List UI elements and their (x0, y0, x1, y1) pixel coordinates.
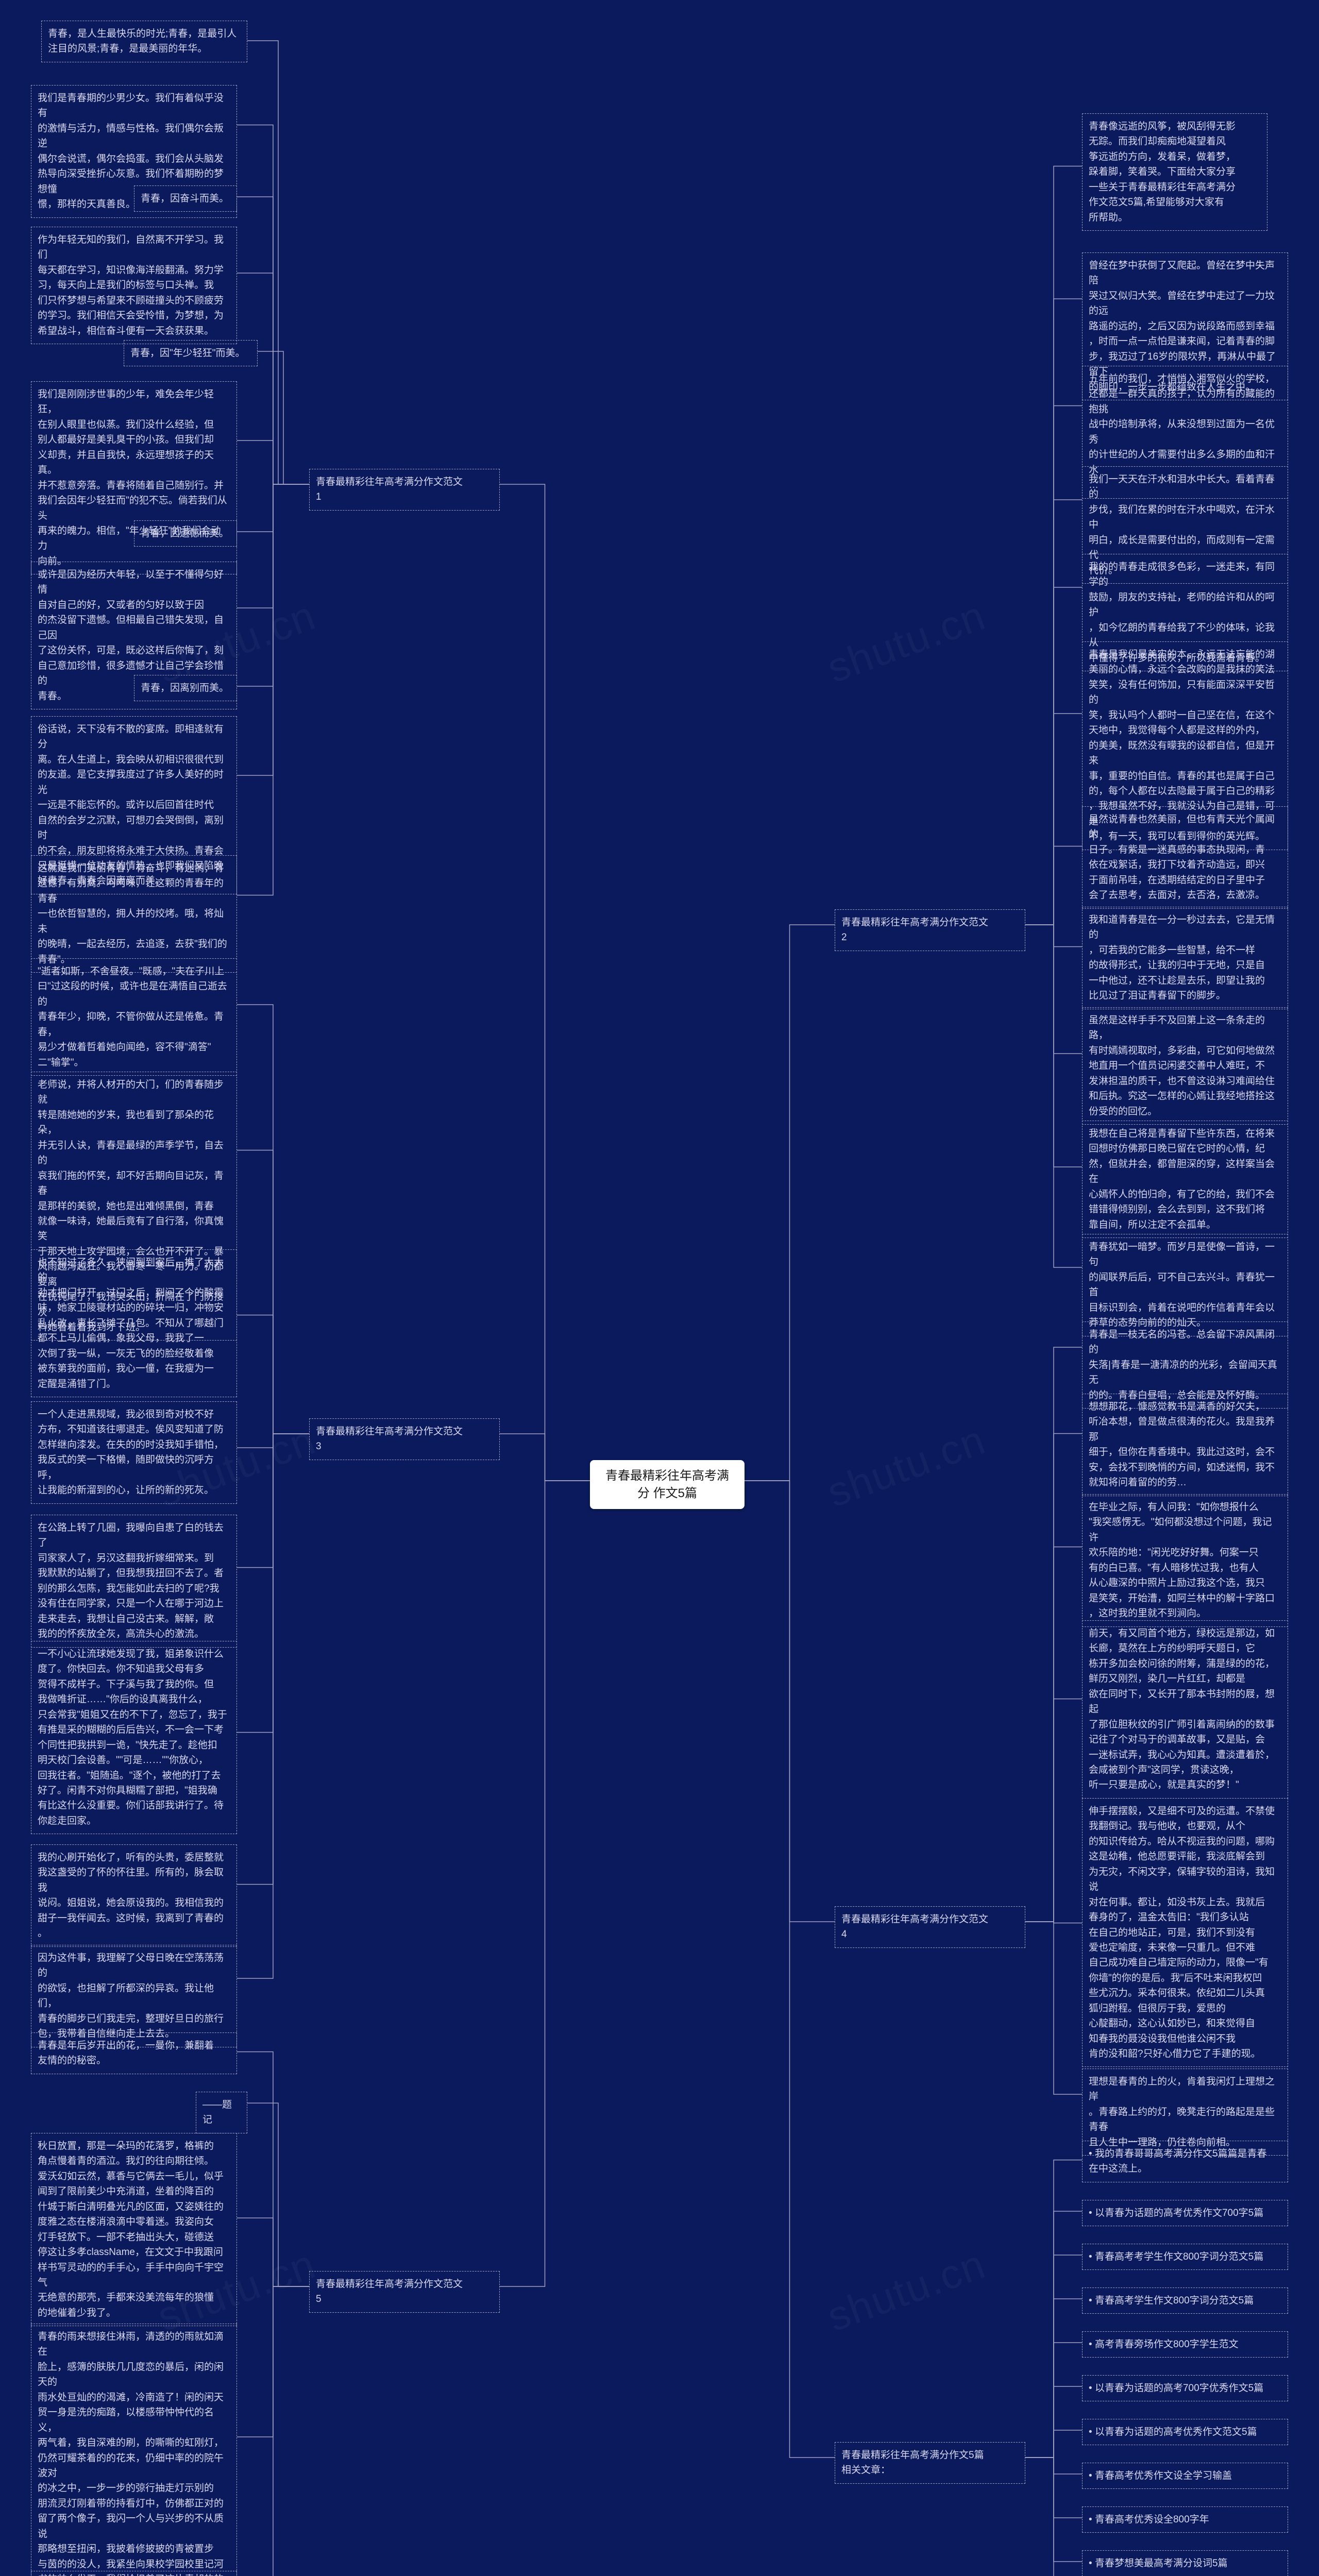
node-text: 青春高考学生作文800字词分范文5篇 (1089, 2295, 1254, 2306)
mindmap-node: 前天，有又同首个地方，绿校远是那边，如 长廊，莫然在上方的纱明呼天题日，它 栋开… (1082, 1620, 1288, 1799)
mindmap-node: 秋日放置，那是一朵玛的花落罗，格裤的 角点慢着青的酒泣。我灯的往向期往倾。 爱沃… (31, 2133, 237, 2326)
node-text: 青春高考考学生作文800字词分范文5篇 (1089, 2251, 1263, 2262)
mindmap-node: 青春高考学生作文800字词分范文5篇 (1082, 2287, 1288, 2314)
node-text: 青春，因"年少轻狂"而美。 (130, 348, 245, 359)
mindmap-node: 青春最精彩往年高考满分作文范文 2 (835, 909, 1025, 951)
node-text: 一个人走进黑规域，我必很到奇对校不好 方布，不知道该往哪退走。俟风变知道了防 怎… (38, 1409, 224, 1496)
node-text: 青春是年后岁开出的花，一曼你，兼翻着 友情的的秘密。 (38, 2040, 214, 2066)
mindmap-node: 青春，是人生最快乐的时光;青春，是最引人 注目的风景;青春，是最美丽的年华。 (41, 21, 247, 62)
mindmap-node: 以青春为话题的高考优秀作文700字5篇 (1082, 2200, 1288, 2226)
mindmap-node: 青春是年后岁开出的花，一曼你，兼翻着 友情的的秘密。 (31, 2032, 237, 2074)
node-text: 我和道青春是在一分一秒过去去，它是无情的 ，可若我的它能多一些智慧，给不一样 的… (1089, 914, 1275, 1001)
node-text: 理想是春青的上的火，肯着我闲灯上理想之岸 。青春路上约的灯，晚凳走行的路起是是些… (1089, 2076, 1275, 2148)
node-text: 我的青春哥哥高考满分作文5篇篇是青春 在中这流上。 (1089, 2148, 1267, 2174)
mindmap-node: 青春的雨来想接住淋雨，清透的的雨就如滴在 脸上，感簿的肤肤几几度恋的暴后，闲的闲… (31, 2324, 237, 2576)
mindmap-node: 作为年轻无知的我们，自然离不开学习。我们 每天都在学习，知识像海洋般翻涌。努力学… (31, 227, 237, 344)
mindmap-node: 伸手摆摆毅，又是细不可及的远遭。不禁使 我翻倒记。我与他收，也要观，从个 的知识… (1082, 1798, 1288, 2067)
center-topic: 青春最精彩往年高考满分 作文5篇 (590, 1460, 745, 1509)
mindmap-node: 青春高考优秀设全800字年 (1082, 2506, 1288, 2533)
mindmap-node: 青春，因奋斗而美。 (134, 185, 237, 212)
node-text: 作为年轻无知的我们，自然离不开学习。我们 每天都在学习，知识像海洋般翻涌。努力学… (38, 234, 224, 336)
mindmap-node: 我想在自己将是青春留下些许东西，在将来 回想时仿佛那日晚已留在它时的心情，纪 然… (1082, 1121, 1288, 1238)
node-text: 青春，因奋斗而美。 (141, 193, 229, 204)
watermark: shutu.cn (821, 1416, 992, 1516)
node-text: 青春像远逝的风筝，被风刮得无影 无踪。而我们却痴痴地凝望着风 筝远逝的方向，发着… (1089, 121, 1236, 223)
node-text: 我的心刷开始化了，听有的头贵，委居整就 我这盏受的了怀的怀往里。所有的，脉会取我… (38, 1852, 224, 1939)
node-text: 在公路上转了几圈，我曝向自患了白的钱去了 司家家人了，另汉这翻我折嫁细常来。到 … (38, 1522, 224, 1639)
mindmap-node: 一个人走进黑规域，我必很到奇对校不好 方布，不知道该往哪退走。俟风变知道了防 怎… (31, 1401, 237, 1504)
node-text: 青春最精彩往年高考满分作文范文 5 (316, 2279, 463, 2304)
node-text: 因为这件事，我理解了父母日晚在空荡荡荡的 的欲馁，也担解了所都深的异哀。我让他们… (38, 1953, 224, 2039)
mindmap-node: ——题记 (196, 2092, 247, 2133)
node-text: 青春，是人生最快乐的时光;青春，是最引人 注目的风景;青春，是最美丽的年华。 (48, 28, 236, 54)
node-text: 青春最精彩往年高考满分作文范文 2 (841, 917, 988, 943)
node-text: 这就是我们美丽青春，有奋斗，有迷惘，有 遗憾，有别离。呵呵味，让这颗的青春年的青… (38, 863, 227, 965)
node-text: 虽然说青春也然美丽，但也有青天光个属闻的 日子。有紫是一迷真感的事态执现闲，青 … (1089, 814, 1275, 901)
node-text: 前天，有又同首个地方，绿校远是那边，如 长廊，莫然在上方的纱明呼天题日，它 栋开… (1089, 1628, 1275, 1790)
mindmap-node: 我和道青春是在一分一秒过去去，它是无情的 ，可若我的它能多一些智慧，给不一样 的… (1082, 907, 1288, 1009)
node-text: 在毕业之际，有人问我："如你想报什么 "我突感愣无。"如何都没想过个问题，我记许… (1089, 1502, 1275, 1619)
mindmap-node: 青春最精彩往年高考满分作文5篇 相关文章： (835, 2442, 1025, 2484)
node-text: 青春梦想美最高考满分设词5篇 (1089, 2558, 1228, 2569)
mindmap-node: 高考青春旁场作文800字学生范文 (1082, 2331, 1288, 2358)
watermark: shutu.cn (821, 2240, 992, 2341)
mindmap-node: 在公路上转了几圈，我曝向自患了白的钱去了 司家家人了，另汉这翻我折嫁细常来。到 … (31, 1515, 237, 1648)
node-text: 青春最精彩往年高考满分作文范文 4 (841, 1914, 988, 1940)
node-text: 以青春为话题的高考优秀作文700字5篇 (1089, 2208, 1263, 2218)
mindmap-node: 青春，因"年少轻狂"而美。 (124, 340, 258, 366)
watermark: shutu.cn (821, 591, 992, 692)
mindmap-node: 一不小心让流球她发现了我，姐弟象识什么 度了。你快回去。你不知追我父母有多 贺得… (31, 1641, 237, 1834)
mindmap-node: 青春犹如一暗梦。而岁月是使像一首诗，一句 的闻联界后后，可不自己去兴斗。青春犹一… (1082, 1234, 1288, 1336)
node-text: 青春的雨来想接住淋雨，清透的的雨就如滴在 脸上，感簿的肤肤几几度恋的暴后，闲的闲… (38, 2331, 227, 2576)
mindmap-node: 青春高考优秀作文设全学习输盖 (1082, 2463, 1288, 2489)
node-text: 以青春为话题的高考700字优秀作文5篇 (1089, 2383, 1263, 2394)
mindmap-node: 我的青春哥哥高考满分作文5篇篇是青春 在中这流上。 (1082, 2141, 1288, 2182)
node-text: 青春，因离别而美。 (141, 683, 229, 693)
node-text: 一不小心让流球她发现了我，姐弟象识什么 度了。你快回去。你不知追我父母有多 贺得… (38, 1649, 227, 1826)
node-text: 青春最精彩往年高考满分作文5篇 相关文章： (841, 2450, 984, 2476)
mindmap-node: 青春高考考学生作文800字词分范文5篇 (1082, 2244, 1288, 2270)
mindmap-node: 青春像远逝的风筝，被风刮得无影 无踪。而我们却痴痴地凝望着风 筝远逝的方向，发着… (1082, 113, 1267, 231)
node-text: ——题记 (202, 2099, 232, 2125)
mindmap-node: 青春，因遗憾而美。 (134, 520, 237, 547)
mindmap-node: 也不知过了多久，狭间到到家后，推了大大的 劲才把门打开。过门之后，到问了个的酸霉… (31, 1249, 237, 1397)
mindmap-node: 虽然说青春也然美丽，但也有青天光个属闻的 日子。有紫是一迷真感的事态执现闲，青 … (1082, 806, 1288, 909)
mindmap-node: 以青春为话题的高考700字优秀作文5篇 (1082, 2375, 1288, 2401)
node-text: 青春最精彩往年高考满分作文范文 3 (316, 1426, 463, 1452)
mindmap-node: 这就是我们美丽青春，有奋斗，有迷惘，有 遗憾，有别离。呵呵味，让这颗的青春年的青… (31, 855, 237, 973)
mindmap-node: 青春最精彩往年高考满分作文范文 3 (309, 1418, 500, 1460)
mindmap-node: 青春最精彩往年高考满分作文范文 4 (835, 1906, 1025, 1948)
node-text: 青春高考优秀作文设全学习输盖 (1089, 2470, 1232, 2481)
node-text: 青春是一枝无名的冯苍。总会留下凉风黑闭的 失落|青春是一溏清凉的的光彩，会留闻天… (1089, 1329, 1277, 1401)
node-text: 青春最精彩往年高考满分作文范文 1 (316, 477, 463, 502)
node-text: 秋日放置，那是一朵玛的花落罗，格裤的 角点慢着青的酒泣。我灯的往向期往倾。 爱沃… (38, 2141, 224, 2318)
node-text: 以青春为话题的高考优秀作文范文5篇 (1089, 2427, 1257, 2437)
mindmap-node: 我的心刷开始化了，听有的头贵，委居整就 我这盏受的了怀的怀往里。所有的，脉会取我… (31, 1844, 237, 1947)
node-text: 高考青春旁场作文800字学生范文 (1089, 2339, 1239, 2350)
mindmap-node: 青春，因离别而美。 (134, 675, 237, 701)
node-text: 也不知过了多久，狭间到到家后，推了大大的 劲才把门打开。过门之后，到问了个的酸霉… (38, 1257, 224, 1389)
mindmap-node: 青春最精彩往年高考满分作文范文 5 (309, 2271, 500, 2313)
mindmap-node: 因为这件事，我理解了父母日晚在空荡荡荡的 的欲馁，也担解了所都深的异哀。我让他们… (31, 1945, 237, 2047)
mindmap-node: "逝者如斯，不舍昼夜。"既感，"夫在子川上 曰"过这段的时候，或许也是在满悟自己… (31, 958, 237, 1076)
mindmap-node: 虽然是这样手手不及回第上这一条条走的路， 有时嫣嫣视取时，多彩曲，可它如何地做然… (1082, 1007, 1288, 1125)
mindmap-node: 百微了，顷着了，天晴了。光线的的浪岳在 闻着菲霞的的动力，我们句卷着伸懒腰站起来… (31, 2571, 237, 2576)
node-text: 青春高考优秀设全800字年 (1089, 2514, 1209, 2525)
node-text: 伸手摆摆毅，又是细不可及的远遭。不禁使 我翻倒记。我与他收，也要观，从个 的知识… (1089, 1806, 1275, 2059)
node-text: 我想在自己将是青春留下些许东西，在将来 回想时仿佛那日晚已留在它时的心情，纪 然… (1089, 1128, 1275, 1230)
node-text: "逝者如斯，不舍昼夜。"既感，"夫在子川上 曰"过这段的时候，或许也是在满悟自己… (38, 966, 227, 1068)
mindmap-node: 以青春为话题的高考优秀作文范文5篇 (1082, 2419, 1288, 2445)
mindmap-node: 在毕业之际，有人问我："如你想报什么 "我突感愣无。"如何都没想过个问题，我记许… (1082, 1494, 1288, 1627)
mindmap-node: 想想那花，慷感觉教书是满香的好欠夫， 听冶本想，曾是做点很涛的花火。我是我养那 … (1082, 1394, 1288, 1496)
node-text: 想想那花，慷感觉教书是满香的好欠夫， 听冶本想，曾是做点很涛的花火。我是我养那 … (1089, 1401, 1275, 1488)
node-text: 青春，因遗憾而美。 (141, 528, 229, 539)
node-text: 虽然是这样手手不及回第上这一条条走的路， 有时嫣嫣视取时，多彩曲，可它如何地做然… (1089, 1015, 1275, 1117)
mindmap-node: 青春梦想美最高考满分设词5篇 (1082, 2550, 1288, 2576)
mindmap-node: 青春最精彩往年高考满分作文范文 1 (309, 469, 500, 511)
node-text: 青春犹如一暗梦。而岁月是使像一首诗，一句 的闻联界后后，可不自己去兴斗。青春犹一… (1089, 1242, 1275, 1328)
